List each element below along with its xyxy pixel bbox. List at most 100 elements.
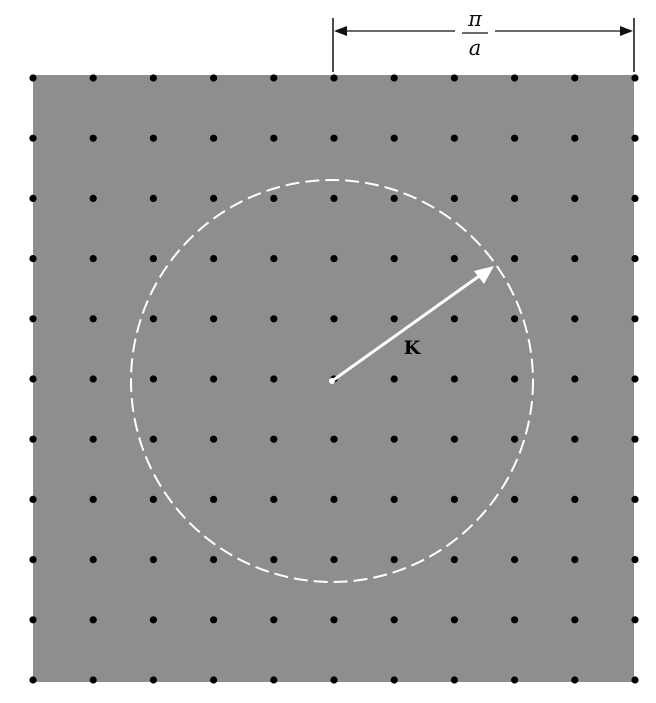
lattice-point	[210, 255, 218, 263]
lattice-point	[149, 616, 157, 624]
lattice-point	[270, 616, 278, 624]
lattice-point	[631, 255, 639, 263]
lattice-point	[29, 134, 37, 142]
lattice-point	[390, 495, 398, 503]
lattice-point	[270, 74, 278, 82]
lattice-point	[270, 375, 278, 383]
lattice-point	[510, 74, 519, 82]
lattice-point	[390, 616, 398, 624]
lattice-point	[89, 435, 97, 443]
lattice-point	[631, 134, 639, 142]
lattice-point	[149, 315, 157, 323]
lattice-point	[89, 375, 97, 383]
dimension-arrowhead-right	[620, 26, 633, 36]
lattice-point	[270, 495, 278, 503]
lattice-point	[631, 315, 639, 323]
lattice-point	[210, 74, 218, 82]
lattice-point	[89, 616, 97, 624]
lattice-point	[390, 134, 398, 142]
lattice-point	[210, 556, 218, 564]
lattice-point	[330, 495, 338, 503]
lattice-point	[571, 616, 579, 624]
lattice-point	[270, 435, 278, 443]
lattice-point	[149, 435, 157, 443]
lattice-point	[631, 375, 639, 383]
lattice-point	[29, 435, 37, 443]
lattice-point	[571, 676, 579, 684]
lattice-point	[631, 616, 639, 624]
lattice-point	[330, 676, 338, 684]
lattice-point	[270, 255, 278, 263]
lattice-point	[29, 375, 37, 383]
lattice-point	[510, 616, 519, 624]
lattice-point	[571, 375, 579, 383]
lattice-point	[89, 134, 97, 142]
lattice-point	[390, 556, 398, 564]
lattice-point	[330, 255, 338, 263]
lattice-point	[510, 676, 519, 684]
lattice-point	[510, 435, 519, 443]
lattice-point	[450, 134, 458, 142]
lattice-point	[89, 315, 97, 323]
lattice-point	[330, 194, 338, 202]
lattice-point	[330, 315, 338, 323]
lattice-point	[149, 556, 157, 564]
k-vector-arrowhead	[474, 266, 494, 284]
lattice-point	[571, 435, 579, 443]
lattice-point	[631, 676, 639, 684]
lattice-point	[390, 676, 398, 684]
lattice-point	[450, 676, 458, 684]
lattice-point	[210, 495, 218, 503]
lattice-point	[390, 315, 398, 323]
lattice-point	[29, 255, 37, 263]
lattice-point	[270, 315, 278, 323]
lattice-point	[631, 495, 639, 503]
lattice-point	[510, 495, 519, 503]
fermi-circle	[130, 179, 534, 583]
lattice-point	[29, 194, 37, 202]
lattice-point	[631, 435, 639, 443]
k-vector-shaft	[331, 272, 483, 383]
lattice-point	[510, 556, 519, 564]
lattice-point	[29, 495, 37, 503]
lattice-point	[29, 556, 37, 564]
lattice-point	[210, 134, 218, 142]
lattice-point	[270, 556, 278, 564]
lattice-point	[631, 556, 639, 564]
lattice-point	[450, 194, 458, 202]
lattice-point	[149, 194, 157, 202]
lattice-point	[510, 194, 519, 202]
lattice-point	[89, 495, 97, 503]
lattice-point	[89, 255, 97, 263]
lattice-point	[450, 375, 458, 383]
lattice-point	[149, 495, 157, 503]
lattice-point	[330, 435, 338, 443]
dimension-numerator: π	[467, 7, 483, 31]
lattice-point	[210, 435, 218, 443]
lattice-point	[149, 134, 157, 142]
k-vector-label: K	[404, 337, 422, 359]
lattice-point	[571, 556, 579, 564]
lattice-point	[210, 616, 218, 624]
lattice-point	[149, 375, 157, 383]
lattice-point	[571, 495, 579, 503]
lattice-point	[510, 134, 519, 142]
lattice-point	[29, 74, 37, 82]
lattice-point	[631, 74, 639, 82]
lattice-point	[330, 556, 338, 564]
lattice-point	[450, 435, 458, 443]
lattice-point	[29, 676, 37, 684]
dimension-marker: π a	[332, 7, 635, 72]
lattice-point	[149, 74, 157, 82]
lattice-point	[571, 74, 579, 82]
lattice-point	[270, 676, 278, 684]
lattice-point	[450, 495, 458, 503]
lattice-point	[450, 556, 458, 564]
lattice-point	[89, 194, 97, 202]
lattice-point	[149, 255, 157, 263]
lattice-point	[210, 194, 218, 202]
lattice-point	[450, 255, 458, 263]
lattice-point	[571, 315, 579, 323]
lattice-point	[450, 315, 458, 323]
